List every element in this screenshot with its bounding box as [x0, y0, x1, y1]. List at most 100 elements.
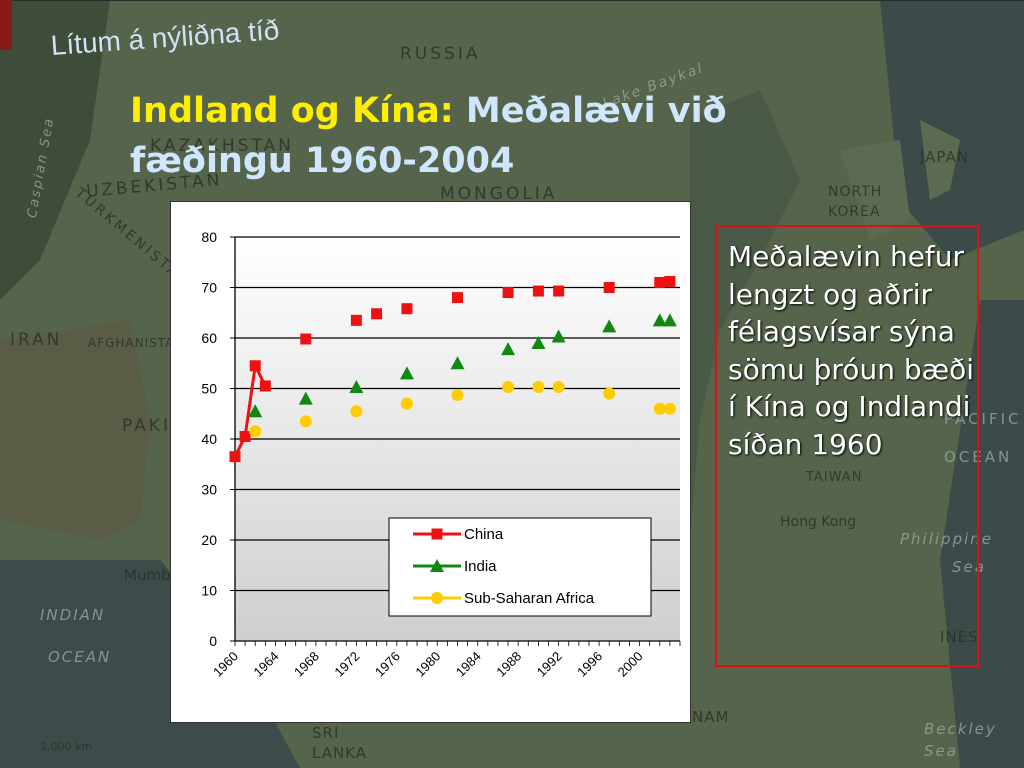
series-india — [248, 313, 677, 418]
map-label-kazakhstan: KAZAKHSTAN — [150, 136, 294, 156]
legend-label: Sub-Saharan Africa — [464, 590, 595, 607]
legend-marker — [431, 528, 443, 540]
map-label-lanka: LANKA — [312, 744, 368, 762]
map-label-korea: KOREA — [828, 204, 881, 220]
x-tick-label: 1980 — [412, 649, 443, 680]
life-expectancy-chart: 0 10 20 30 40 50 60 70 80 1960 1964 1968 1972 1976 19… — [201, 229, 681, 680]
data-point — [663, 402, 676, 415]
data-point — [248, 404, 263, 418]
series-line — [233, 360, 267, 458]
data-point — [350, 405, 363, 418]
data-point — [452, 292, 463, 304]
note-text: Meðalævin hefur lengzt og aðrir félagsví… — [728, 240, 975, 461]
data-point — [399, 366, 414, 380]
map-label-hong-kong: Hong Kong — [780, 514, 857, 530]
slide-accent-tab — [0, 0, 12, 50]
chart-panel: 0 10 20 30 40 50 60 70 80 1960 1964 1968 1972 1976 19… — [170, 201, 691, 723]
y-tick-label: 0 — [209, 633, 217, 649]
slide-title-part1: Indland og Kína: — [130, 91, 454, 131]
x-tick-label: 1996 — [574, 649, 605, 680]
data-point — [249, 425, 262, 438]
y-tick-label: 10 — [201, 583, 217, 599]
x-tick-label: 1960 — [210, 649, 241, 680]
data-point — [552, 380, 565, 393]
map-label-philippine: Philippine — [900, 530, 994, 548]
data-point — [298, 391, 313, 405]
map-label-sri: SRI — [312, 724, 340, 742]
data-point — [664, 275, 676, 287]
map-label-north: NORTH — [828, 184, 883, 200]
x-tick-label: 1972 — [331, 649, 362, 680]
data-point — [349, 379, 364, 393]
map-label-ines: INES — [940, 628, 979, 646]
data-point — [532, 380, 545, 393]
legend-label: China — [464, 526, 504, 543]
x-tick-label: 1964 — [251, 649, 282, 680]
y-tick-label: 40 — [201, 431, 217, 447]
x-tick-label: 1984 — [453, 649, 484, 680]
map-label-iran: IRAN — [10, 330, 63, 350]
x-tick-label: 2000 — [615, 649, 646, 680]
x-tick-label: 1968 — [291, 649, 322, 680]
map-label-nam: NAM — [692, 708, 730, 726]
y-tick-label: 80 — [201, 229, 217, 245]
series-china — [229, 275, 676, 463]
series-sub-saharan-africa — [249, 380, 676, 438]
data-point — [603, 282, 615, 293]
x-tick-label: 1988 — [493, 649, 524, 680]
data-point — [653, 402, 666, 415]
data-point — [249, 360, 261, 372]
data-point — [532, 285, 544, 297]
map-label-ocean-pacific: OCEAN — [944, 448, 1013, 466]
note-box — [715, 225, 979, 667]
data-point — [603, 387, 616, 400]
data-point — [451, 389, 464, 402]
legend-marker — [430, 559, 444, 572]
map-label-pakistan: PAKIS — [122, 416, 185, 436]
data-point — [662, 313, 677, 327]
map-label-japan: JAPAN — [920, 148, 969, 166]
data-point — [299, 415, 312, 428]
data-point — [229, 451, 241, 463]
map-label-pacific: PACIFIC — [944, 410, 1022, 428]
data-point — [654, 276, 666, 288]
map-label-beckley: Beckley — [924, 720, 997, 738]
map-scale-label: 1,000 km — [40, 740, 93, 753]
data-point — [531, 336, 546, 350]
legend-label: India — [464, 558, 497, 575]
y-tick-label: 50 — [201, 381, 217, 397]
map-label-mumbai: Mumb — [124, 566, 171, 584]
y-tick-label: 60 — [201, 330, 217, 346]
data-point — [259, 380, 271, 392]
slide-title: Indland og Kína: Meðalævi við fæðingu 19… — [130, 86, 890, 186]
map-label-sea-2: Sea — [924, 742, 958, 760]
data-point — [239, 430, 251, 442]
data-point — [502, 380, 515, 393]
y-tick-label: 20 — [201, 532, 217, 548]
map-label-indian: INDIAN — [40, 606, 106, 624]
data-point — [502, 287, 514, 299]
y-tick-label: 30 — [201, 482, 217, 498]
map-label-ocean-indian: OCEAN — [48, 648, 112, 666]
data-point — [553, 285, 565, 297]
map-label-afghanistan: AFGHANISTAN — [88, 336, 185, 350]
data-point — [450, 356, 465, 370]
data-point — [551, 329, 566, 343]
x-tick-label: 1976 — [372, 649, 403, 680]
data-point — [652, 313, 667, 327]
y-tick-label: 70 — [201, 280, 217, 296]
legend-marker — [431, 592, 443, 604]
slide-title-part2: Meðalævi við fæðingu 1960-2004 — [130, 91, 727, 181]
map-label-russia: RUSSIA — [400, 44, 481, 64]
data-point — [400, 397, 413, 410]
map-label-sea: Sea — [952, 558, 986, 576]
data-point — [602, 319, 617, 333]
x-tick-label: 1992 — [534, 649, 565, 680]
map-label-taiwan: TAIWAN — [806, 470, 863, 485]
data-point — [350, 314, 362, 326]
map-label-mongolia: MONGOLIA — [440, 184, 558, 204]
data-point — [300, 333, 312, 345]
data-point — [401, 303, 413, 315]
data-point — [501, 342, 516, 356]
data-point — [371, 308, 383, 320]
